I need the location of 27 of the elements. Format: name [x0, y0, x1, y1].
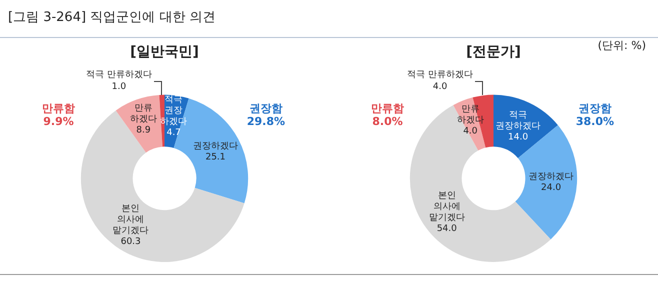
data-label: 60.3 — [120, 237, 141, 248]
slice-label: 본인 의사에 맡기겠다 — [428, 191, 465, 224]
slice-label: 만류하겠다 — [130, 104, 157, 125]
slice-label: 본인 의사에 맡기겠다 — [112, 204, 149, 236]
data-label: 8.9 — [136, 126, 151, 136]
text: 권장함 29.8% — [246, 102, 285, 128]
data-label: 24.0 — [541, 182, 562, 193]
data-label: 4.7 — [166, 128, 181, 138]
text: 만류함 8.0% — [371, 102, 404, 128]
text: 만류함 9.9% — [42, 102, 75, 128]
slice-label: 적극 권장하겠다 — [496, 110, 541, 132]
text: [그림 3-264] 직업군인에 대한 의견 — [8, 9, 216, 26]
data-label: 4.0 — [463, 126, 478, 136]
slice-label: 적극 만류하겠다 — [86, 70, 152, 80]
data-label: 1.0 — [112, 82, 126, 92]
slice-label: 권장하겠다 — [528, 172, 574, 182]
data-label: 4.0 — [432, 82, 448, 92]
slice-label: 적극 만류하겠다 — [407, 70, 474, 80]
slice-label: 권장하겠다 — [192, 141, 238, 152]
data-label: 25.1 — [205, 152, 226, 162]
data-label: 14.0 — [508, 132, 528, 143]
chart-title: [전문가] — [466, 44, 521, 60]
data-label: 54.0 — [436, 224, 458, 234]
text: (단위: %) — [598, 38, 646, 53]
text: 권장함 38.0% — [576, 102, 614, 128]
chart-title: [일반국민] — [130, 44, 199, 60]
slice-label: 만류하겠다 — [456, 104, 484, 126]
